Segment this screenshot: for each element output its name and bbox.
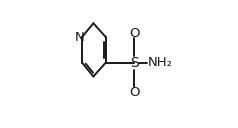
Text: S: S bbox=[130, 56, 139, 70]
Text: O: O bbox=[129, 27, 139, 40]
Text: NH₂: NH₂ bbox=[148, 56, 173, 69]
Text: N: N bbox=[75, 31, 85, 44]
Text: O: O bbox=[129, 86, 139, 99]
